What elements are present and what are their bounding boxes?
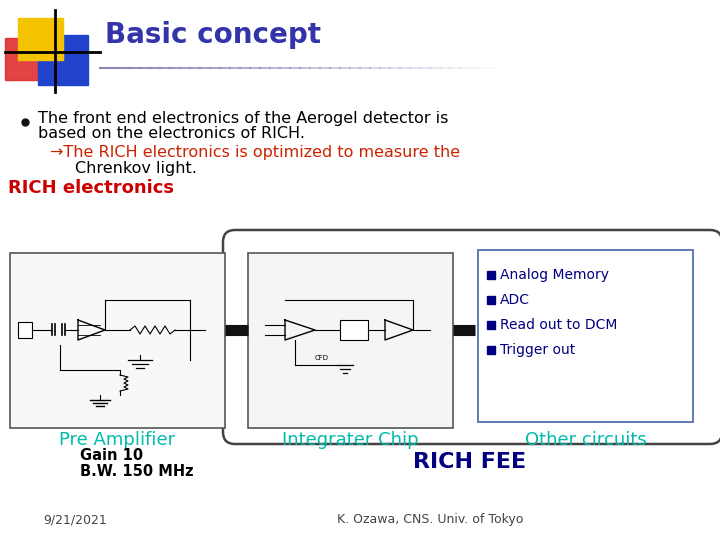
Bar	[487, 321, 495, 329]
Bar	[10, 253, 225, 428]
Text: CFD: CFD	[315, 355, 329, 361]
Text: Analog Memory: Analog Memory	[500, 268, 609, 282]
Bar	[340, 320, 368, 340]
Text: RICH FEE: RICH FEE	[413, 452, 526, 472]
Text: Basic concept: Basic concept	[105, 21, 321, 49]
Bar	[38, 35, 88, 85]
Text: The front end electronics of the Aerogel detector is: The front end electronics of the Aerogel…	[38, 111, 449, 125]
Text: ADC: ADC	[500, 293, 530, 307]
Text: 9/21/2021: 9/21/2021	[43, 514, 107, 526]
Text: Integrater Chip: Integrater Chip	[282, 431, 418, 449]
Bar	[478, 250, 693, 422]
Text: Other circuits: Other circuits	[525, 431, 647, 449]
Text: Gain 10: Gain 10	[80, 449, 143, 463]
Bar	[18, 18, 63, 60]
Bar	[248, 253, 453, 428]
Text: RICH electronics: RICH electronics	[8, 179, 174, 197]
FancyBboxPatch shape	[223, 230, 720, 444]
Text: based on the electronics of RICH.: based on the electronics of RICH.	[38, 126, 305, 141]
Text: K. Ozawa, CNS. Univ. of Tokyo: K. Ozawa, CNS. Univ. of Tokyo	[337, 514, 523, 526]
Bar	[487, 271, 495, 279]
Text: Pre Amplifier: Pre Amplifier	[59, 431, 175, 449]
Text: B.W. 150 MHz: B.W. 150 MHz	[80, 464, 194, 480]
Bar	[487, 296, 495, 304]
Text: Read out to DCM: Read out to DCM	[500, 318, 617, 332]
Text: →The RICH electronics is optimized to measure the: →The RICH electronics is optimized to me…	[50, 145, 460, 159]
Text: Trigger out: Trigger out	[500, 343, 575, 357]
Text: Chrenkov light.: Chrenkov light.	[75, 160, 197, 176]
Bar	[5, 38, 47, 80]
Bar	[18, 322, 32, 338]
Bar	[487, 346, 495, 354]
